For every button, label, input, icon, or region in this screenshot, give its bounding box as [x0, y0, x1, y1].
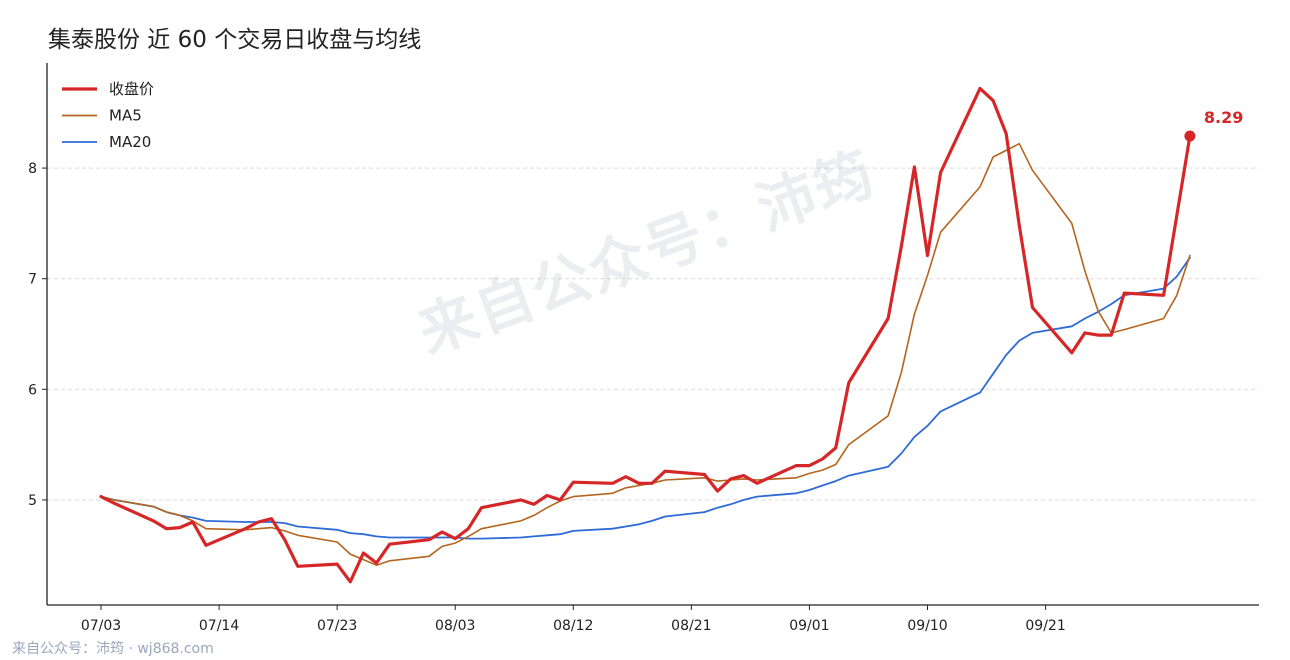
last-point-marker	[1184, 130, 1196, 142]
grid-lines	[47, 167, 1259, 501]
x-tick-label: 08/03	[435, 618, 475, 634]
axes	[46, 63, 1259, 606]
x-tick-label: 07/03	[81, 618, 121, 634]
ma20-line	[100, 256, 1191, 540]
x-tick-label: 08/21	[671, 618, 711, 634]
legend-label: MA5	[109, 107, 142, 125]
x-tick-label: 07/23	[317, 618, 357, 634]
close-price-line	[99, 86, 1192, 584]
legend: 收盘价 MA5 MA20	[62, 80, 154, 151]
y-tick-label: 5	[28, 493, 37, 509]
x-tick-label: 07/14	[199, 618, 239, 634]
x-tick-label: 09/01	[789, 618, 829, 634]
legend-label: MA20	[109, 133, 151, 151]
axis-ticks: 5 6 7 8 07/03 07/14 07/23 08/03 08/12 08/21 09/01 0…	[28, 161, 1066, 634]
x-tick-label: 09/21	[1025, 618, 1065, 634]
y-tick-label: 6	[28, 382, 37, 398]
y-tick-label: 8	[28, 161, 37, 177]
series-lines	[99, 86, 1192, 584]
last-value-label: 8.29	[1204, 108, 1243, 127]
x-tick-label: 09/10	[907, 618, 947, 634]
y-tick-label: 7	[28, 272, 37, 288]
watermark-footer: 来自公众号：沛筠 · wj868.com	[12, 641, 214, 657]
x-tick-label: 08/12	[553, 618, 593, 634]
last-point: 8.29	[1184, 108, 1243, 142]
chart-title: 集泰股份 近 60 个交易日收盘与均线	[48, 27, 422, 53]
legend-label: 收盘价	[109, 80, 154, 98]
